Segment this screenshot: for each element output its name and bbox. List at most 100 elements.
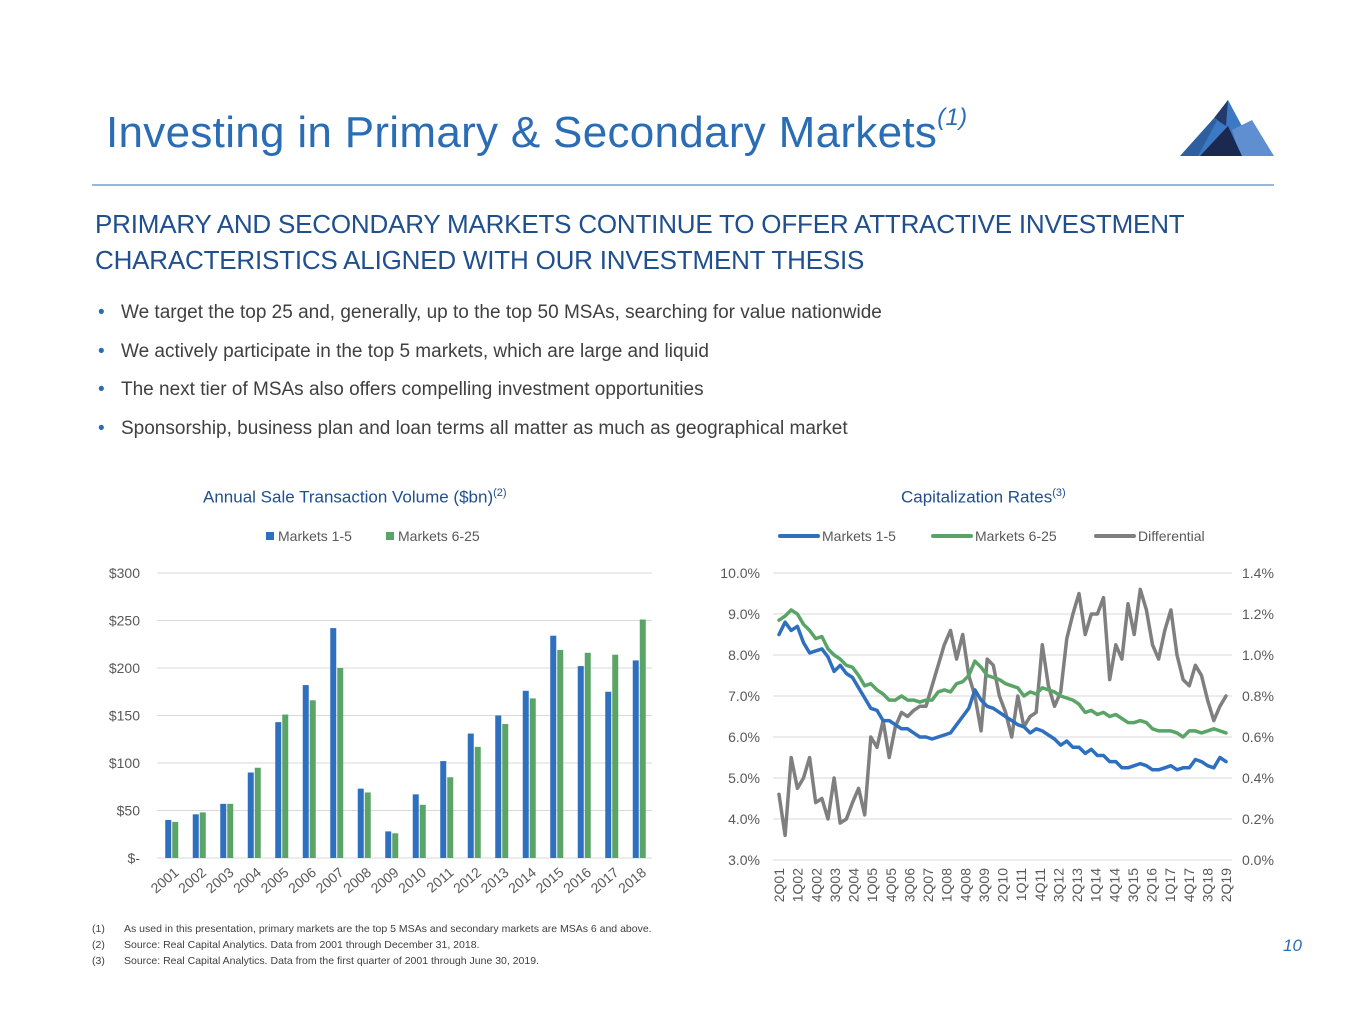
- bar-legend-markets-1-5: Markets 1-5: [266, 528, 352, 544]
- bar-x-tick-label: 2013: [478, 864, 512, 896]
- bar-markets-6-25: [447, 777, 454, 858]
- bar-markets-1-5: [165, 820, 172, 858]
- bar-x-tick-label: 2001: [148, 864, 182, 896]
- line-x-tick-label: 3Q15: [1125, 868, 1141, 902]
- line-legend-markets-1-5: Markets 1-5: [778, 528, 896, 544]
- page-title-text: Investing in Primary & Secondary Markets: [106, 108, 938, 157]
- legend-label: Differential: [1138, 528, 1205, 544]
- bar-y-tick-label: $50: [117, 803, 141, 819]
- legend-swatch-icon: [386, 532, 394, 540]
- line-series-markets-6-25: [777, 608, 1228, 739]
- bar-markets-6-25: [612, 654, 619, 858]
- line-x-tick-label: 3Q18: [1199, 868, 1215, 902]
- line-y-right-tick-label: 0.6%: [1242, 729, 1274, 745]
- footnote-number: (3): [92, 955, 105, 967]
- line-x-tick-label: 3Q09: [976, 868, 992, 902]
- legend-swatch-icon: [266, 532, 274, 540]
- bar-x-tick-label: 2014: [505, 864, 539, 896]
- legend-label: Markets 1-5: [278, 528, 352, 544]
- line-x-tick-label: 3Q03: [827, 868, 843, 902]
- line-chart: 3.0% 0.0% 4.0% 0.2% 5.0% 0.4% 6.0% 0.6% 7.0% 0.8%…: [720, 565, 1274, 902]
- line-x-tick-label: 2Q01: [771, 868, 787, 902]
- bar-chart-title-text: Annual Sale Transaction Volume ($bn): [203, 487, 494, 507]
- bullet-item: • We actively participate in the top 5 ma…: [98, 337, 882, 376]
- bullet-text: Sponsorship, business plan and loan term…: [121, 417, 848, 439]
- line-x-tick-label: 1Q08: [939, 868, 955, 902]
- line-chart-title-text: Capitalization Rates: [901, 487, 1053, 507]
- bar-markets-1-5: [440, 761, 447, 858]
- bar-x-tick-label: 2015: [533, 864, 567, 896]
- bar-x-tick-label: 2007: [313, 864, 347, 896]
- bar-markets-1-5: [302, 685, 309, 858]
- page-number: 10: [1283, 936, 1302, 955]
- bar-x-tick-label: 2017: [588, 864, 622, 896]
- bullet-text: We actively participate in the top 5 mar…: [121, 340, 709, 362]
- bar-markets-6-25: [227, 803, 234, 858]
- line-x-tick-label: 4Q17: [1181, 868, 1197, 902]
- bar-x-tick-label: 2002: [175, 864, 209, 896]
- bar-markets-6-25: [254, 767, 261, 858]
- bullet-item: • The next tier of MSAs also offers compe…: [98, 375, 882, 414]
- bar-markets-6-25: [364, 792, 371, 858]
- line-y-right-tick-label: 1.2%: [1242, 606, 1274, 622]
- footnote-text: As used in this presentation, primary ma…: [124, 923, 652, 935]
- line-y-left-tick-label: 9.0%: [728, 606, 760, 622]
- legend-line-icon: [931, 534, 973, 538]
- bar-x-tick-label: 2008: [340, 864, 374, 896]
- bar-markets-1-5: [605, 691, 612, 858]
- line-series-markets-1-5: [777, 620, 1228, 772]
- bar-x-tick-label: 2016: [560, 864, 594, 896]
- footnote-number: (2): [92, 939, 105, 951]
- bar-y-tick-label: $250: [109, 613, 140, 629]
- line-x-tick-label: 4Q02: [808, 868, 824, 902]
- bar-markets-6-25: [474, 746, 481, 858]
- line-x-tick-label: 3Q06: [901, 868, 917, 902]
- section-subheading: PRIMARY AND SECONDARY MARKETS CONTINUE T…: [95, 209, 1184, 275]
- bar-x-tick-label: 2010: [395, 864, 429, 896]
- bar-markets-6-25: [529, 698, 536, 858]
- title-divider: [92, 184, 1274, 186]
- line-x-tick-label: 4Q08: [957, 868, 973, 902]
- bullet-text: The next tier of MSAs also offers compel…: [121, 379, 704, 400]
- bar-chart: $-$50$100$150$200$250$300200120022003200…: [109, 565, 652, 896]
- line-x-tick-label: 1Q02: [790, 868, 806, 902]
- bar-markets-1-5: [247, 772, 254, 858]
- bar-x-tick-label: 2009: [368, 864, 402, 896]
- bar-markets-1-5: [330, 628, 337, 858]
- bar-markets-1-5: [220, 803, 227, 858]
- line-x-tick-label: 1Q14: [1088, 868, 1104, 902]
- bar-markets-1-5: [632, 660, 639, 858]
- line-y-right-tick-label: 0.8%: [1242, 688, 1274, 704]
- line-y-left-tick-label: 6.0%: [728, 729, 760, 745]
- line-y-right-tick-label: 0.0%: [1242, 852, 1274, 868]
- bullet-item: • Sponsorship, business plan and loan ter…: [98, 414, 882, 453]
- bar-markets-6-25: [282, 714, 289, 858]
- legend-label: Markets 6-25: [398, 528, 480, 544]
- line-x-tick-label: 3Q12: [1050, 868, 1066, 902]
- line-x-tick-label: 4Q05: [883, 868, 899, 902]
- bullet-dot-icon: •: [98, 340, 105, 362]
- title-footnote-marker: (1): [937, 104, 968, 132]
- bullet-dot-icon: •: [98, 417, 105, 439]
- line-y-right-tick-label: 1.0%: [1242, 647, 1274, 663]
- bar-markets-6-25: [392, 833, 399, 858]
- line-x-tick-label: 1Q11: [1013, 868, 1029, 901]
- bar-markets-1-5: [192, 814, 199, 858]
- line-y-left-tick-label: 7.0%: [728, 688, 760, 704]
- line-y-right-tick-label: 0.2%: [1242, 811, 1274, 827]
- bar-markets-6-25: [337, 668, 344, 858]
- bar-markets-1-5: [357, 788, 364, 858]
- bullet-item: • We target the top 25 and, generally, up…: [98, 298, 882, 337]
- line-x-tick-label: 2Q04: [846, 868, 862, 902]
- bar-y-tick-label: $100: [109, 755, 140, 771]
- bar-markets-1-5: [522, 690, 529, 858]
- bar-chart-title: Annual Sale Transaction Volume ($bn)(2): [203, 487, 507, 508]
- bar-x-tick-label: 2003: [203, 864, 237, 896]
- legend-line-icon: [1094, 534, 1136, 538]
- bar-x-tick-label: 2018: [615, 864, 649, 896]
- bar-x-tick-label: 2004: [230, 864, 264, 896]
- bar-y-tick-label: $200: [109, 660, 140, 676]
- line-y-left-tick-label: 4.0%: [728, 811, 760, 827]
- bar-legend-markets-6-25: Markets 6-25: [386, 528, 480, 544]
- bar-y-tick-label: $-: [128, 850, 141, 866]
